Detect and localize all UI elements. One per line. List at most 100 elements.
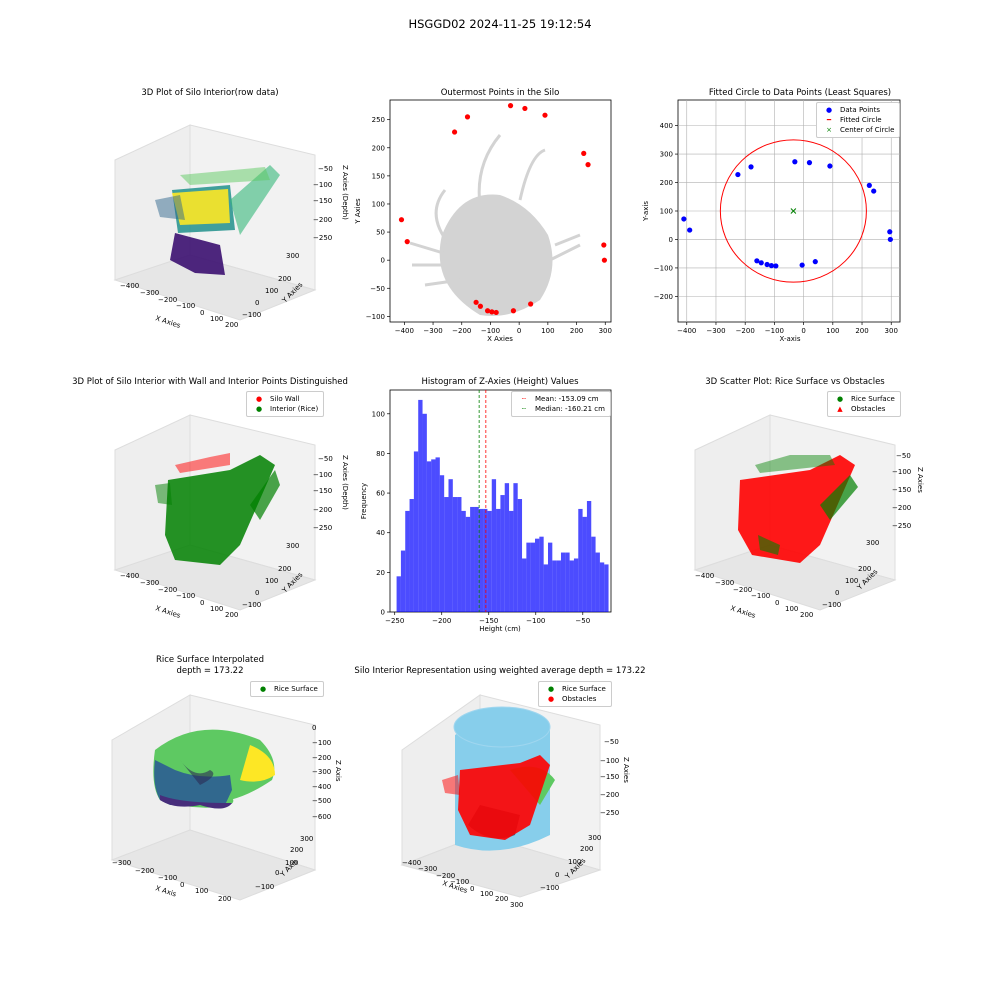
p8-ztick: −200	[600, 791, 619, 799]
p8-xtick: 0	[470, 885, 474, 893]
p8-ytick: 300	[588, 834, 601, 842]
p7-xtick: 200	[218, 895, 231, 903]
x-tick-label: 300	[885, 327, 898, 335]
x-tick-label: −100	[765, 327, 784, 335]
panel2-title: Outermost Points in the Silo	[440, 88, 560, 98]
histogram-bar	[591, 536, 596, 612]
panel5-histogram: −250 −200 −150 −100 −50 0 20 40 60 80 100 Height (…	[360, 389, 612, 633]
x-tick-label: −200	[736, 327, 755, 335]
p8-ztick: −250	[600, 809, 619, 817]
p8-xtick: 300	[510, 901, 523, 909]
panel1-title: 3D Plot of Silo Interior(row data)	[141, 88, 279, 98]
p6-xtick: −200	[733, 586, 752, 594]
legend-entry-silo-wall: ● Silo Wall	[255, 395, 300, 403]
p4-xtick: 100	[210, 605, 223, 613]
p8-ytick: 100	[568, 858, 581, 866]
p2-xlabel: X Axies	[487, 335, 513, 343]
legend-entry-obstacles: ▲ Obstacles	[837, 405, 886, 413]
data-point	[748, 164, 754, 170]
p4-ztick: −100	[313, 471, 332, 479]
x-tick-label: −100	[481, 327, 500, 335]
p4-ytick: −100	[242, 601, 261, 609]
outermost-point	[601, 242, 607, 248]
histogram-bar	[500, 495, 505, 612]
x-tick-label: 300	[599, 327, 612, 335]
y-tick-label: 250	[372, 116, 385, 124]
p4-legend: ● Silo Wall ● Interior (Rice)	[246, 391, 325, 417]
data-point	[687, 227, 693, 233]
data-point	[871, 188, 877, 194]
x-tick-label: −50	[575, 617, 590, 625]
p4-ytick: 200	[278, 565, 291, 573]
histogram-bar	[582, 516, 587, 612]
p7-xtick: −100	[158, 874, 177, 882]
histogram-bar	[435, 457, 440, 612]
p1-xlabel: X Axies	[154, 314, 181, 330]
p6-xtick: 100	[785, 605, 798, 613]
histogram-bar	[599, 562, 605, 612]
p6-ztick: −250	[892, 522, 911, 530]
y-tick-label: 40	[376, 529, 385, 537]
data-point	[887, 236, 893, 243]
histogram-bar	[578, 508, 583, 612]
p4-xtick: −200	[158, 586, 177, 594]
outermost-point	[528, 301, 534, 307]
y-tick-label: 400	[660, 122, 673, 130]
x-tick-label: −150	[479, 617, 498, 625]
data-point	[887, 229, 893, 235]
data-point	[735, 171, 741, 178]
p2-ticks: −400 −300 −200 −100 0 100 200 300 −100 −50 0 50 100 1…	[366, 116, 612, 335]
legend-entry-fitted-circle: ━ Fitted Circle	[826, 116, 882, 124]
legend-entry-obstacles: ● Obstacles	[547, 695, 597, 703]
p7-ytick: 0	[275, 869, 279, 877]
panel5-title: Histogram of Z-Axies (Height) Values	[421, 377, 579, 387]
p8-xtick: −200	[436, 872, 455, 880]
y-tick-label: 60	[376, 490, 385, 498]
p7-ytick: 300	[300, 835, 313, 843]
p1-xtick: −200	[158, 296, 177, 304]
data-point	[764, 261, 770, 268]
outermost-point	[507, 103, 514, 109]
p8-ytick: 0	[555, 871, 559, 879]
histogram-bar	[535, 538, 540, 612]
p8-points	[442, 755, 555, 840]
p8-zlabel: Z Axies	[622, 757, 630, 783]
outermost-point	[489, 309, 495, 315]
y-tick-label: −200	[654, 293, 673, 301]
x-tick-label: 0	[801, 327, 805, 335]
data-point	[754, 258, 760, 264]
p1-xtick: 100	[210, 315, 223, 323]
x-tick-label: −200	[432, 617, 451, 625]
p6-legend: ● Rice Surface ▲ Obstacles	[827, 391, 901, 417]
p4-xlabel: X Axies	[154, 604, 181, 620]
x-tick-label: 200	[570, 327, 583, 335]
panel2-outermost-scatter: −400 −300 −200 −100 0 100 200 300 −100 −50 0 50 100 1…	[354, 99, 612, 343]
data-point	[866, 182, 872, 188]
p6-xtick: −300	[715, 579, 734, 587]
p1-ytick: 100	[265, 287, 278, 295]
p7-legend: ● Rice Surface	[250, 681, 324, 697]
p8-xtick: −300	[418, 865, 437, 873]
data-point	[768, 263, 775, 269]
histogram-bar	[422, 413, 427, 612]
panel6-title: 3D Scatter Plot: Rice Surface vs Obstacl…	[705, 377, 885, 387]
outermost-point	[542, 112, 548, 118]
p1-xtick: 0	[200, 309, 204, 317]
p4-xtick: 200	[225, 611, 238, 619]
p4-ztick: −50	[318, 455, 333, 463]
p7-ztick: −500	[312, 797, 331, 805]
y-tick-label: −50	[370, 285, 385, 293]
p1-ytick: 200	[278, 275, 291, 283]
histogram-bar	[491, 479, 497, 612]
p6-points	[738, 455, 858, 563]
outermost-point	[484, 308, 491, 314]
p5-ticks: −250 −200 −150 −100 −50 0 20 40 60 80 100	[372, 410, 591, 625]
p7-ztick: −400	[312, 783, 331, 791]
histogram-bar	[522, 558, 527, 612]
panel6-3d-plot: −400 −300 −200 −100 0 100 200 X Axies −1…	[693, 414, 924, 620]
y-tick-label: −100	[654, 264, 673, 272]
panel8-3d-plot: −400 −300 −200 −100 0 100 200 300 X Axie…	[400, 694, 630, 909]
panel7-title-line1: Rice Surface Interpolated	[155, 655, 265, 665]
histogram-bar	[448, 479, 453, 612]
histogram-bar	[565, 552, 570, 612]
